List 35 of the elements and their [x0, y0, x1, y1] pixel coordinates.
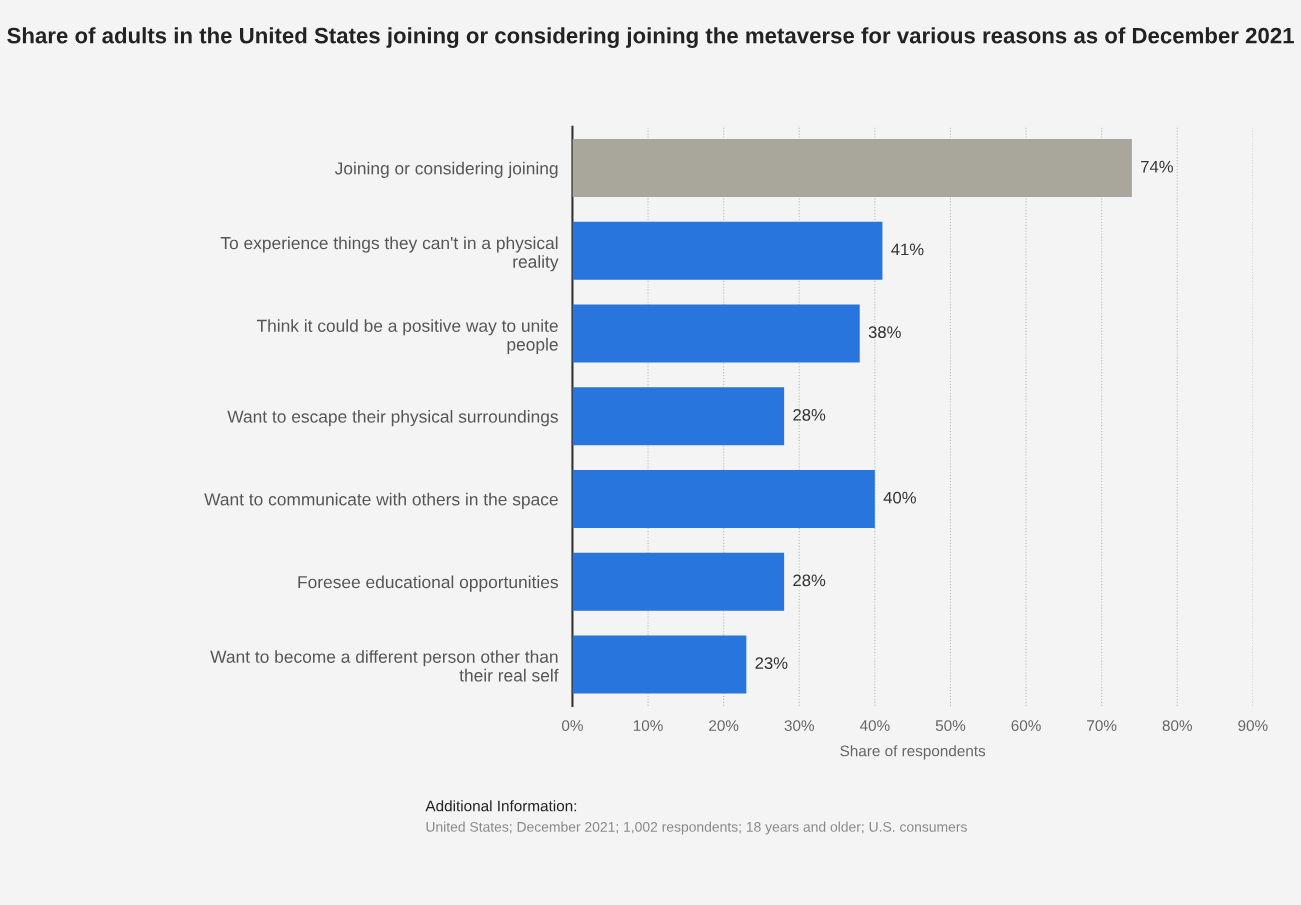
x-tick-label: 20%: [709, 720, 739, 732]
data-label: 28%: [793, 574, 826, 587]
data-label: 23%: [755, 657, 788, 669]
bar: [572, 221, 883, 280]
data-label: 28%: [793, 408, 826, 421]
x-tick-label: 90%: [1238, 720, 1268, 732]
x-tick-label: 70%: [1087, 720, 1117, 732]
data-label: 74%: [1141, 160, 1173, 173]
x-tick-label: 50%: [935, 720, 966, 732]
x-tick-label: 60%: [1011, 720, 1041, 732]
data-label: 40%: [883, 491, 916, 504]
x-tick-label: 0%: [562, 720, 583, 732]
bar: [572, 387, 785, 446]
text: Additional Information:: [425, 800, 577, 812]
y-tick-label: Foresee educational opportunities: [298, 575, 558, 592]
chart-title: Share of adults in the United States joining or considering joining the metaverse for various reasons as of December 2021: [7, 27, 1294, 48]
y-tick-label: To experience things they can't in a physical reality: [220, 236, 559, 272]
y-tick-label: Want to communicate with others in the space: [204, 492, 558, 509]
y-tick-label: Want to escape their physical surroundings: [227, 410, 558, 427]
bar: [572, 139, 1132, 198]
x-tick-label: 80%: [1162, 720, 1193, 732]
x-tick-label: 30%: [784, 720, 814, 732]
y-tick-label: Joining or considering joining: [334, 161, 558, 178]
data-label: 41%: [891, 243, 924, 256]
y-tick-label: Want to become a different person other than their real self: [210, 650, 559, 682]
x-tick-label: 10%: [633, 720, 663, 732]
bar: [572, 635, 747, 694]
y-tick-label: Think it could be a positive way to unite people: [256, 319, 558, 355]
bar: [572, 552, 785, 611]
text: United States; December 2021; 1,002 respondents; 18 years and older; U.S. consumers: [426, 821, 967, 835]
bar: [572, 470, 875, 528]
x-tick-label: 40%: [859, 720, 890, 732]
bar: [572, 304, 860, 363]
x-axis-title: Share of respondents: [840, 745, 986, 760]
data-label: 38%: [868, 326, 901, 339]
